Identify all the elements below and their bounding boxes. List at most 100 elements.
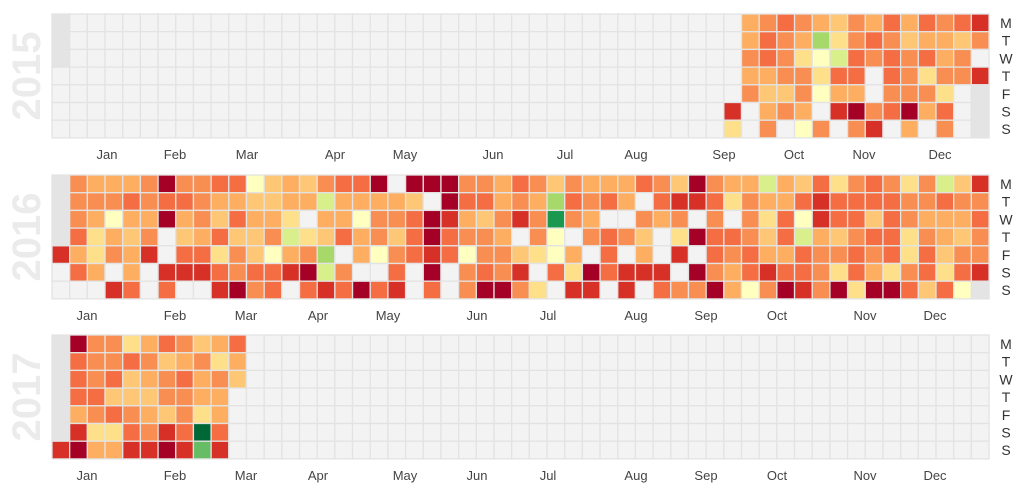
heatmap-cell [564, 405, 584, 425]
heatmap-cell [581, 227, 601, 247]
heatmap-cell [935, 192, 955, 212]
heatmap-cell [970, 31, 990, 51]
heatmap-cell [157, 119, 177, 139]
heatmap-cell [617, 387, 637, 407]
heatmap-cell [617, 192, 637, 212]
heatmap-cell [917, 84, 937, 104]
heatmap-cell [917, 280, 937, 300]
heatmap-cell [51, 245, 71, 265]
heatmap-cell [811, 440, 831, 460]
heatmap-cell [298, 192, 318, 212]
heatmap-cell [970, 48, 990, 68]
heatmap-cell [210, 13, 230, 33]
heatmap-cell [829, 84, 849, 104]
heatmap-cell [122, 262, 142, 282]
heatmap-cell [935, 227, 955, 247]
day-label: F [1002, 86, 1011, 102]
heatmap-cell [175, 334, 195, 354]
heatmap-cell [564, 174, 584, 194]
heatmap-cell [440, 262, 460, 282]
heatmap-cell [493, 280, 513, 300]
month-label: Jul [540, 308, 557, 323]
heatmap-cell [899, 31, 919, 51]
heatmap-cell [652, 422, 672, 442]
heatmap-cell [245, 245, 265, 265]
heatmap-cell [811, 227, 831, 247]
heatmap-cell [705, 84, 725, 104]
heatmap-cell [245, 174, 265, 194]
heatmap-cell [511, 31, 531, 51]
heatmap-cell [139, 352, 159, 372]
heatmap-cell [617, 405, 637, 425]
heatmap-cell [652, 174, 672, 194]
heatmap-cell [440, 174, 460, 194]
heatmap-cell [511, 84, 531, 104]
heatmap-cell [705, 352, 725, 372]
heatmap-cell [245, 101, 265, 121]
heatmap-cell [581, 405, 601, 425]
heatmap-cell [864, 440, 884, 460]
heatmap-cell [829, 334, 849, 354]
heatmap-cell [422, 101, 442, 121]
heatmap-cell [298, 227, 318, 247]
heatmap-cell [387, 66, 407, 86]
heatmap-cell [652, 280, 672, 300]
heatmap-cell [263, 13, 283, 33]
heatmap-cell [51, 174, 71, 194]
heatmap-cell [493, 440, 513, 460]
heatmap-cell [528, 31, 548, 51]
heatmap-cell [953, 262, 973, 282]
heatmap-cell [793, 422, 813, 442]
heatmap-cell [776, 227, 796, 247]
heatmap-cell [864, 31, 884, 51]
heatmap-cell [387, 405, 407, 425]
heatmap-cell [351, 369, 371, 389]
heatmap-cell [687, 119, 707, 139]
heatmap-cell [334, 352, 354, 372]
heatmap-cell [617, 334, 637, 354]
heatmap-cell [298, 334, 318, 354]
heatmap-cell [387, 48, 407, 68]
heatmap-cell [104, 48, 124, 68]
heatmap-cell [440, 13, 460, 33]
heatmap-cell [228, 119, 248, 139]
heatmap-cell [316, 48, 336, 68]
heatmap-cell [122, 174, 142, 194]
heatmap-cell [970, 13, 990, 33]
heatmap-cell [581, 31, 601, 51]
heatmap-cell [192, 369, 212, 389]
heatmap-cell [864, 405, 884, 425]
heatmap-cell [670, 262, 690, 282]
heatmap-cell [546, 174, 566, 194]
heatmap-cell [899, 13, 919, 33]
heatmap-cell [351, 209, 371, 229]
heatmap-cell [687, 31, 707, 51]
heatmap-cell [86, 48, 106, 68]
heatmap-cell [192, 245, 212, 265]
heatmap-cell [281, 209, 301, 229]
heatmap-cell [723, 422, 743, 442]
heatmap-cell [617, 422, 637, 442]
heatmap-cell [564, 280, 584, 300]
heatmap-cell [457, 334, 477, 354]
heatmap-cell [404, 31, 424, 51]
heatmap-cell [882, 66, 902, 86]
heatmap-cell [369, 369, 389, 389]
heatmap-cell [846, 192, 866, 212]
heatmap-cell [970, 209, 990, 229]
heatmap-cell [793, 31, 813, 51]
month-label: Feb [164, 147, 186, 162]
heatmap-cell [404, 84, 424, 104]
day-label: T [1002, 389, 1011, 405]
heatmap-cell [475, 101, 495, 121]
heatmap-cell [617, 48, 637, 68]
heatmap-cell [263, 209, 283, 229]
heatmap-cell [634, 405, 654, 425]
heatmap-cell [705, 245, 725, 265]
heatmap-cell [122, 119, 142, 139]
heatmap-cell [298, 405, 318, 425]
heatmap-cell [369, 13, 389, 33]
month-label: Jan [77, 468, 98, 483]
heatmap-cell [581, 192, 601, 212]
heatmap-cell [387, 31, 407, 51]
